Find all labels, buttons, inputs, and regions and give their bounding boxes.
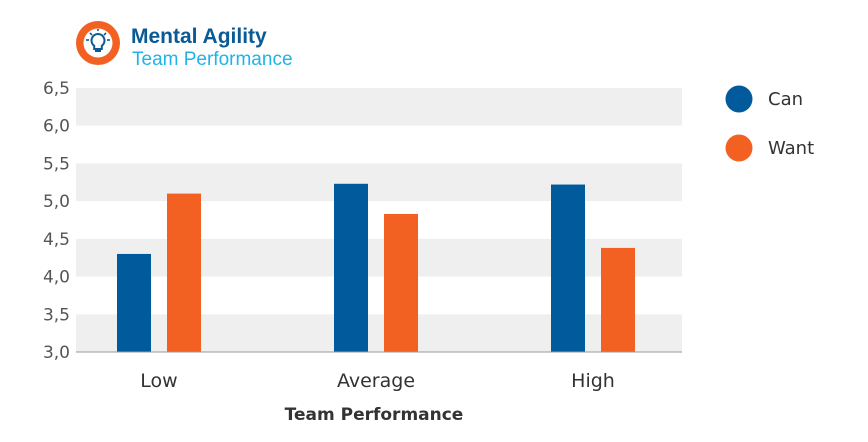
legend: Can Want — [725, 85, 814, 162]
y-tick-label: 3,0 — [43, 343, 70, 363]
legend-label-can: Can — [768, 89, 803, 110]
x-category-label: Low — [140, 370, 177, 392]
grid-bands — [76, 88, 682, 352]
y-tick-label: 5,0 — [43, 192, 70, 212]
y-tick-label: 6,5 — [43, 79, 70, 99]
header: Mental Agility Team Performance — [76, 21, 293, 70]
y-axis-ticks: 3,0 3,5 4,0 4,5 5,0 5,5 6,0 6,5 — [43, 79, 70, 363]
y-tick-label: 3,5 — [43, 305, 70, 325]
bar-want-low — [167, 193, 201, 352]
bar-can-average — [334, 183, 368, 352]
y-tick-label: 4,0 — [43, 268, 70, 288]
y-tick-label: 5,5 — [43, 154, 70, 174]
bar-want-average — [384, 213, 418, 352]
bar-want-high — [601, 247, 635, 352]
bar-can-low — [117, 253, 151, 352]
chart-title: Mental Agility — [131, 25, 267, 48]
lightbulb-icon — [76, 21, 120, 65]
legend-marker-want — [725, 134, 753, 162]
bar-can-high — [551, 184, 585, 352]
bars — [117, 183, 635, 352]
x-category-label: Average — [337, 370, 415, 392]
y-tick-label: 4,5 — [43, 230, 70, 250]
legend-label-want: Want — [768, 138, 814, 159]
y-tick-label: 6,0 — [43, 117, 70, 137]
grid-band — [76, 163, 682, 202]
x-category-label: High — [571, 370, 615, 392]
x-axis-label: Team Performance — [285, 405, 464, 425]
legend-marker-can — [725, 85, 753, 113]
x-axis-categories: Low Average High — [140, 370, 615, 392]
grid-band — [76, 88, 682, 126]
grid-band — [76, 314, 682, 352]
grid-band — [76, 238, 682, 277]
chart-subtitle: Team Performance — [132, 49, 293, 70]
